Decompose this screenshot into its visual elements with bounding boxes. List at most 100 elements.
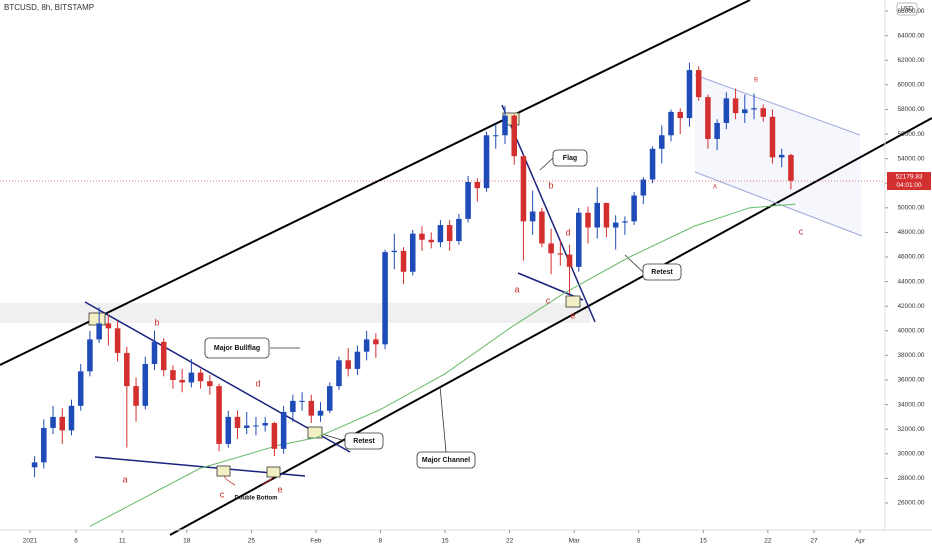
candle-body bbox=[751, 108, 757, 110]
candle-body bbox=[659, 135, 665, 149]
x-tick-label: 2021 bbox=[23, 538, 38, 545]
candle-body bbox=[483, 135, 490, 189]
candle-body bbox=[622, 221, 628, 223]
y-tick-label: 42000.00 bbox=[897, 303, 924, 310]
channel-bottom bbox=[169, 117, 932, 536]
y-tick-label: 32000.00 bbox=[897, 426, 924, 433]
pivot-box bbox=[216, 465, 231, 477]
currency-badge bbox=[896, 2, 918, 16]
wave-label: A bbox=[713, 185, 717, 191]
candle-body bbox=[124, 352, 130, 387]
y-tick-label: 40000.00 bbox=[897, 328, 924, 335]
candle-body bbox=[548, 243, 554, 254]
candle-body bbox=[742, 109, 748, 114]
y-tick-label: 44000.00 bbox=[897, 278, 924, 285]
wave-label: c bbox=[220, 489, 225, 499]
y-tick-label: 50000.00 bbox=[897, 205, 924, 212]
candle-body bbox=[373, 339, 379, 345]
wave-label: d bbox=[255, 378, 260, 388]
candle-body bbox=[59, 416, 66, 431]
candle-body bbox=[492, 135, 499, 137]
candle-body bbox=[511, 115, 517, 157]
candle-body bbox=[437, 225, 444, 243]
candle-body bbox=[105, 323, 112, 329]
callout bbox=[344, 432, 384, 450]
candle-body bbox=[446, 225, 453, 242]
candle-body bbox=[188, 372, 195, 383]
chart-title: BTCUSD, 8h, BITSTAMP bbox=[4, 3, 94, 12]
candle-body bbox=[594, 202, 600, 228]
candle-body bbox=[216, 386, 222, 444]
callout-text: Double Bottom bbox=[235, 496, 278, 502]
candle-body bbox=[234, 416, 241, 428]
candle-body bbox=[345, 360, 351, 369]
candle-body bbox=[640, 179, 647, 196]
candle-body bbox=[732, 98, 739, 114]
candle-body bbox=[631, 195, 637, 222]
y-tick-label: 66000.00 bbox=[897, 8, 924, 15]
candle-body bbox=[382, 252, 388, 345]
candle-body bbox=[299, 400, 305, 402]
candle-body bbox=[225, 416, 232, 444]
candle-body bbox=[391, 250, 398, 253]
y-tick-label: 30000.00 bbox=[897, 450, 924, 457]
x-tick-label: 27 bbox=[810, 538, 818, 545]
wave-label: e bbox=[277, 484, 282, 494]
pivot-box bbox=[266, 466, 281, 478]
candle-body bbox=[160, 341, 167, 371]
x-tick-label: Mar bbox=[569, 538, 581, 545]
moving-average bbox=[89, 203, 796, 527]
candle-body bbox=[677, 111, 684, 119]
callout bbox=[204, 337, 270, 359]
x-tick-label: Apr bbox=[855, 538, 866, 545]
candle-body bbox=[456, 218, 462, 242]
candle-body bbox=[77, 371, 84, 406]
candle-body bbox=[520, 156, 527, 222]
candle-body bbox=[326, 386, 333, 411]
candle-body bbox=[686, 70, 693, 119]
candle-body bbox=[465, 181, 471, 219]
bullflag-top bbox=[84, 301, 351, 453]
y-tick-label: 54000.00 bbox=[897, 155, 924, 162]
candle-body bbox=[585, 212, 591, 228]
callout-text: Major Channel bbox=[422, 457, 470, 464]
candle-body bbox=[769, 116, 776, 158]
candle-body bbox=[539, 211, 545, 244]
leader bbox=[223, 475, 274, 486]
candle-body bbox=[50, 416, 56, 428]
candle-body bbox=[566, 254, 573, 267]
candle-body bbox=[529, 211, 536, 222]
candle-body bbox=[308, 400, 315, 416]
wave-label: c bbox=[546, 295, 551, 305]
candle-body bbox=[243, 425, 250, 428]
y-tick-label: 48000.00 bbox=[897, 229, 924, 236]
y-tick-label: 56000.00 bbox=[897, 131, 924, 138]
candle-body bbox=[114, 328, 121, 353]
callout bbox=[552, 149, 588, 167]
leader bbox=[439, 385, 447, 453]
candle-body bbox=[760, 108, 767, 117]
callout bbox=[642, 263, 682, 281]
y-tick-label: 60000.00 bbox=[897, 82, 924, 89]
wave-label: b bbox=[548, 180, 553, 190]
candle-body bbox=[668, 111, 674, 136]
y-tick-label: 58000.00 bbox=[897, 106, 924, 113]
callout-text: Major Bullflag bbox=[214, 345, 260, 352]
last-price: 52179.83 bbox=[895, 174, 922, 181]
candle-body bbox=[271, 423, 278, 449]
candle-body bbox=[354, 351, 361, 369]
last-price-badge bbox=[887, 172, 931, 191]
candle-body bbox=[723, 98, 730, 123]
currency: USD bbox=[901, 7, 914, 13]
y-tick-label: 64000.00 bbox=[897, 32, 924, 39]
x-tick-label: 18 bbox=[183, 538, 191, 545]
wave-label: B bbox=[754, 78, 758, 84]
x-tick-label: 15 bbox=[441, 538, 449, 545]
y-tick-label: 34000.00 bbox=[897, 401, 924, 408]
candle-body bbox=[778, 154, 785, 158]
x-tick-label: 22 bbox=[506, 538, 514, 545]
candle-body bbox=[151, 341, 158, 364]
candle-body bbox=[280, 411, 287, 449]
candle-body bbox=[428, 239, 434, 243]
